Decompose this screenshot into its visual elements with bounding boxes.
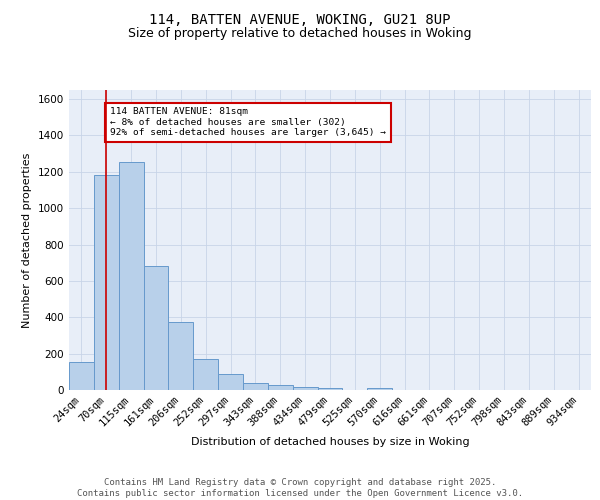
Bar: [94, 174, 119, 390]
Bar: [218, 374, 243, 390]
Bar: [169, 322, 193, 390]
Bar: [143, 266, 169, 390]
Y-axis label: Number of detached properties: Number of detached properties: [22, 152, 32, 328]
Bar: [317, 388, 343, 390]
X-axis label: Distribution of detached houses by size in Woking: Distribution of detached houses by size …: [191, 437, 469, 447]
Text: Size of property relative to detached houses in Woking: Size of property relative to detached ho…: [128, 28, 472, 40]
Bar: [69, 362, 94, 390]
Text: Contains HM Land Registry data © Crown copyright and database right 2025.
Contai: Contains HM Land Registry data © Crown c…: [77, 478, 523, 498]
Text: 114 BATTEN AVENUE: 81sqm
← 8% of detached houses are smaller (302)
92% of semi-d: 114 BATTEN AVENUE: 81sqm ← 8% of detache…: [110, 108, 386, 137]
Text: 114, BATTEN AVENUE, WOKING, GU21 8UP: 114, BATTEN AVENUE, WOKING, GU21 8UP: [149, 12, 451, 26]
Bar: [193, 359, 218, 390]
Bar: [268, 385, 293, 390]
Bar: [293, 386, 317, 390]
Bar: [119, 162, 143, 390]
Bar: [243, 383, 268, 390]
Bar: [367, 388, 392, 390]
